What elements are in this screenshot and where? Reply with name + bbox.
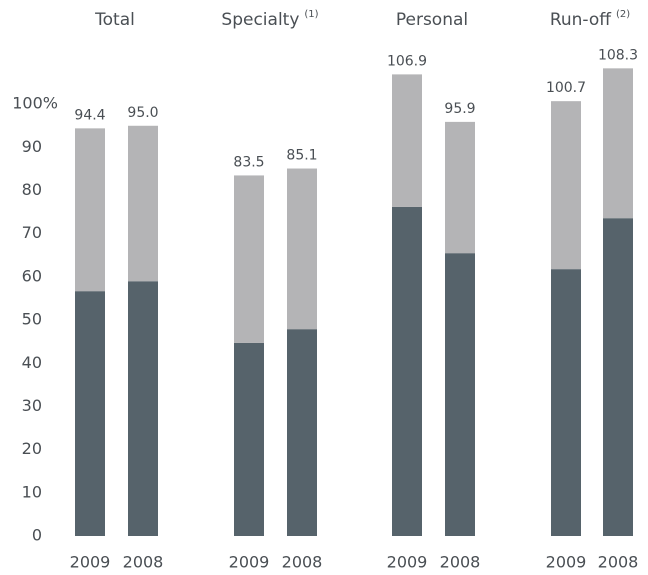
y-tick-label: 40	[22, 353, 42, 372]
x-tick-label: 2009	[70, 553, 111, 572]
panel-title: Total	[94, 10, 135, 30]
panel-title-text: Run-off	[550, 10, 612, 30]
panel-title: Personal	[396, 10, 468, 30]
bar-segment	[128, 281, 158, 536]
bar-segment	[287, 168, 317, 330]
bar-segment	[551, 101, 581, 270]
bar-segment	[392, 74, 422, 207]
bar-segment	[392, 206, 422, 537]
bar-segment	[603, 218, 633, 536]
bar-segment	[75, 291, 105, 536]
bar-segment	[128, 125, 158, 282]
x-tick-label: 2008	[598, 553, 639, 572]
x-tick-label: 2008	[282, 553, 323, 572]
y-tick-label: 20	[22, 439, 42, 458]
y-tick-label: 70	[22, 223, 42, 242]
x-tick-label: 2008	[123, 553, 164, 572]
panel-title: Specialty (1)	[221, 9, 318, 30]
total-label: 95.0	[127, 105, 158, 121]
y-tick-label: 10	[22, 482, 42, 501]
x-tick-label: 2009	[387, 553, 428, 572]
bar-segment	[234, 175, 264, 343]
y-tick-label: 60	[22, 266, 42, 285]
bar-segment	[234, 342, 264, 536]
panel-title: Run-off (2)	[550, 9, 630, 30]
total-label: 106.9	[387, 53, 427, 69]
bar-segment	[75, 128, 105, 292]
y-tick-label: 30	[22, 396, 42, 415]
y-tick-label: 90	[22, 137, 42, 156]
total-label: 94.4	[74, 107, 105, 123]
x-tick-label: 2009	[229, 553, 270, 572]
bar-segment	[445, 121, 475, 254]
bar-segment	[287, 329, 317, 536]
total-label: 83.5	[233, 154, 264, 170]
panel-title-text: Specialty	[221, 10, 299, 30]
bar-segment	[551, 269, 581, 536]
total-label: 85.1	[286, 148, 317, 164]
y-tick-label: 80	[22, 180, 42, 199]
panel-note: (1)	[304, 9, 318, 20]
y-tick-label: 100%	[12, 94, 58, 113]
x-tick-label: 2008	[440, 553, 481, 572]
x-tick-label: 2009	[546, 553, 587, 572]
total-label: 100.7	[546, 80, 586, 96]
panel-title-text: Total	[94, 10, 135, 30]
bar-segment	[445, 253, 475, 536]
y-tick-label: 0	[32, 526, 42, 545]
bar-segment	[603, 68, 633, 219]
y-tick-label: 50	[22, 310, 42, 329]
panel-title-text: Personal	[396, 10, 468, 30]
total-label: 108.3	[598, 47, 638, 63]
total-label: 95.9	[444, 101, 475, 117]
panel-note: (2)	[616, 9, 630, 20]
